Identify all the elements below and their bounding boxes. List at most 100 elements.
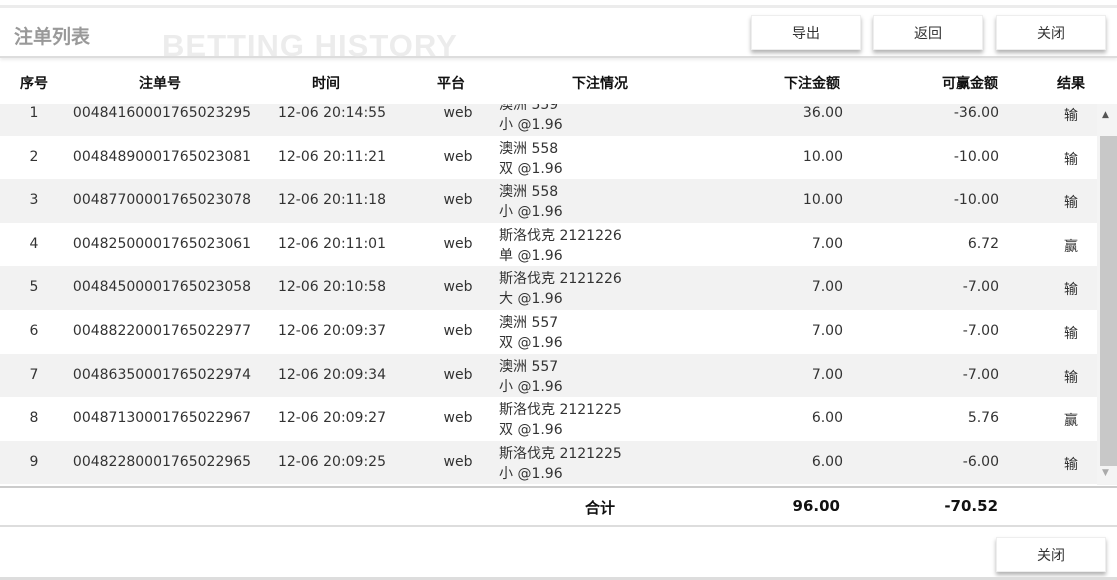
row-win: -7.00 [962, 322, 999, 339]
row-amount: 7.00 [811, 322, 843, 339]
row-bet-id: 00487130001765022967 [72, 410, 252, 427]
row-index: 1 [29, 105, 39, 121]
row-amount: 6.00 [811, 410, 843, 427]
table-row[interactable]: 9 00482280001765022965 12-06 20:09:25 web 斯洛… [0, 440, 1097, 485]
row-win: -7.00 [962, 366, 999, 383]
table-row[interactable]: 8 00487130001765022967 12-06 20:09:27 web 斯洛… [0, 397, 1097, 441]
bet-game: 澳洲 558 [499, 140, 559, 157]
row-platform: web [443, 105, 473, 121]
row-result: 输 [1064, 195, 1078, 212]
row-win: -6.00 [962, 453, 999, 470]
table-row[interactable]: 5 00484500001765023058 12-06 20:10:58 web 斯洛… [0, 266, 1097, 310]
row-index: 2 [29, 148, 39, 165]
row-index: 9 [29, 453, 39, 470]
row-time: 12-06 20:09:37 [277, 322, 387, 339]
row-amount: 10.00 [802, 148, 843, 165]
scroll-down-icon[interactable]: ▼ [1102, 468, 1109, 478]
row-amount: 6.00 [811, 453, 843, 470]
bet-pick: 小 @1.96 [499, 204, 563, 221]
row-result: 输 [1064, 456, 1078, 473]
row-platform: web [443, 322, 473, 339]
row-platform: web [443, 192, 473, 209]
row-win: -10.00 [953, 192, 999, 209]
row-bet-detail: 澳洲 557 小 @1.96 [499, 357, 563, 397]
watermark-text: BETTING HISTORY [162, 28, 458, 63]
row-result: 输 [1064, 151, 1078, 168]
row-bet-detail: 斯洛伐克 2121226 单 @1.96 [499, 226, 622, 266]
row-bet-id: 00484890001765023081 [72, 148, 252, 165]
row-platform: web [443, 279, 473, 296]
bet-game: 斯洛伐克 2121226 [499, 271, 622, 288]
row-amount: 7.00 [811, 279, 843, 296]
table-row[interactable]: 2 00484890001765023081 12-06 20:11:21 web 澳洲… [0, 136, 1097, 180]
bet-game: 澳洲 557 [499, 314, 559, 331]
row-bet-detail: 澳洲 559 小 @1.96 [499, 104, 563, 135]
bet-pick: 小 @1.96 [499, 465, 563, 482]
row-time: 12-06 20:11:18 [277, 192, 387, 209]
col-win: 可赢金额 [942, 76, 998, 92]
bet-game: 澳洲 559 [499, 104, 559, 113]
back-button[interactable]: 返回 [873, 15, 983, 50]
col-amount: 下注金额 [784, 76, 840, 92]
row-platform: web [443, 366, 473, 383]
table-body[interactable]: 1 00484160001765023295 12-06 20:14:55 web 澳洲… [0, 104, 1097, 485]
row-amount: 36.00 [802, 105, 843, 121]
top-divider [0, 5, 1117, 8]
bet-pick: 小 @1.96 [499, 378, 563, 395]
export-button[interactable]: 导出 [751, 15, 861, 50]
row-bet-detail: 斯洛伐克 2121225 双 @1.96 [499, 400, 622, 440]
row-index: 7 [29, 366, 39, 383]
row-result: 输 [1064, 369, 1078, 386]
row-win: 6.72 [967, 235, 999, 252]
row-bet-detail: 澳洲 557 双 @1.96 [499, 313, 563, 353]
scrollbar-thumb[interactable] [1100, 136, 1117, 466]
row-platform: web [443, 453, 473, 470]
row-bet-id: 00487700001765023078 [72, 192, 252, 209]
scrollbar[interactable]: ▲ ▼ [1097, 104, 1117, 485]
bet-pick: 小 @1.96 [499, 117, 563, 133]
bet-pick: 大 @1.96 [499, 291, 563, 308]
bottom-divider [0, 577, 1117, 580]
row-amount: 7.00 [811, 235, 843, 252]
page-header: 注单列表 BETTING HISTORY 导出 返回 关闭 [0, 8, 1117, 63]
close-button[interactable]: 关闭 [996, 15, 1106, 50]
row-bet-detail: 澳洲 558 双 @1.96 [499, 139, 563, 179]
row-amount: 10.00 [802, 192, 843, 209]
col-platform: 平台 [437, 76, 465, 92]
row-bet-id: 00484500001765023058 [72, 279, 252, 296]
col-bet-detail: 下注情况 [572, 76, 628, 92]
row-index: 3 [29, 192, 39, 209]
footer-close-button[interactable]: 关闭 [996, 537, 1106, 572]
row-bet-id: 00488220001765022977 [72, 322, 252, 339]
row-index: 5 [29, 279, 39, 296]
page-title: 注单列表 [14, 26, 91, 48]
totals-win: -70.52 [944, 497, 998, 515]
table-row[interactable]: 6 00488220001765022977 12-06 20:09:37 web 澳洲… [0, 310, 1097, 354]
totals-label: 合计 [584, 499, 616, 517]
table-row[interactable]: 3 00487700001765023078 12-06 20:11:18 web 澳洲… [0, 179, 1097, 223]
row-win: -10.00 [953, 148, 999, 165]
bet-pick: 双 @1.96 [499, 160, 563, 177]
row-time: 12-06 20:14:55 [277, 105, 387, 121]
bet-pick: 单 @1.96 [499, 247, 563, 264]
col-result: 结果 [1057, 76, 1085, 92]
row-time: 12-06 20:09:27 [277, 410, 387, 427]
bet-game: 斯洛伐克 2121225 [499, 402, 622, 419]
row-result: 赢 [1064, 413, 1078, 430]
table-row[interactable]: 7 00486350001765022974 12-06 20:09:34 web 澳洲… [0, 353, 1097, 398]
row-index: 4 [29, 235, 39, 252]
row-time: 12-06 20:10:58 [277, 279, 387, 296]
row-platform: web [443, 235, 473, 252]
row-win: -36.00 [953, 105, 999, 121]
bet-pick: 双 @1.96 [499, 422, 563, 439]
table-row[interactable]: 1 00484160001765023295 12-06 20:14:55 web 澳洲… [0, 104, 1097, 136]
table-row[interactable]: 4 00482500001765023061 12-06 20:11:01 web 斯洛… [0, 223, 1097, 267]
row-time: 12-06 20:09:34 [277, 366, 387, 383]
scroll-up-icon[interactable]: ▲ [1102, 110, 1109, 120]
row-time: 12-06 20:09:25 [277, 453, 387, 470]
row-bet-id: 00482280001765022965 [72, 453, 252, 470]
bet-game: 斯洛伐克 2121225 [499, 445, 622, 462]
col-index: 序号 [20, 76, 48, 92]
bet-pick: 双 @1.96 [499, 334, 563, 351]
row-result: 输 [1064, 108, 1078, 124]
